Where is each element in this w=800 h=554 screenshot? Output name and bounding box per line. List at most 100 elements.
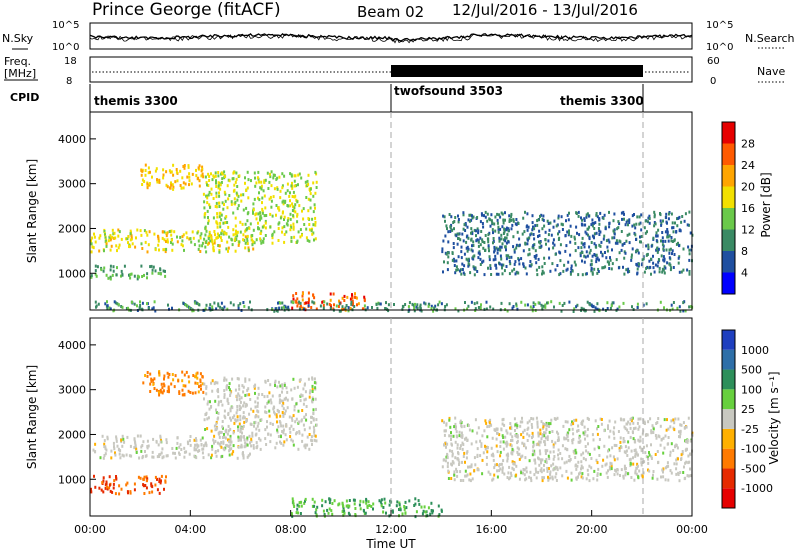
cell [464, 229, 467, 232]
cell [141, 169, 144, 173]
cell [516, 426, 519, 430]
cell [571, 420, 573, 424]
cell [623, 272, 626, 276]
cell [308, 426, 311, 430]
cell [546, 438, 549, 441]
cell [298, 431, 301, 435]
cell [129, 276, 132, 280]
cell [243, 438, 246, 442]
cell [192, 374, 195, 377]
cell [678, 255, 681, 259]
cell [474, 307, 477, 311]
cell [221, 425, 224, 429]
cell [611, 446, 614, 450]
cell [536, 425, 539, 429]
cell [160, 390, 163, 394]
cell [607, 469, 609, 473]
cell [677, 241, 679, 245]
cell [622, 265, 624, 269]
cell [283, 440, 286, 444]
cell [432, 509, 434, 513]
cell [629, 435, 632, 439]
cell [275, 415, 278, 419]
cell [119, 456, 122, 460]
cell [149, 265, 152, 269]
cell [214, 171, 217, 175]
cell [678, 430, 680, 434]
cell [120, 305, 123, 308]
cell [545, 421, 548, 425]
cell [182, 233, 185, 237]
cell [298, 504, 301, 508]
cell [217, 171, 220, 174]
cell [147, 444, 150, 448]
cell [416, 306, 419, 310]
cell [221, 420, 224, 423]
cell [568, 300, 571, 304]
cell [246, 242, 249, 246]
cell [647, 243, 650, 247]
cell [203, 213, 206, 217]
cell [297, 409, 300, 413]
cell [313, 296, 316, 300]
cell [629, 461, 632, 465]
cell [218, 435, 221, 439]
cell [550, 464, 553, 468]
cell [591, 222, 594, 225]
cell [290, 239, 293, 243]
cell [658, 258, 661, 262]
cell [459, 238, 462, 242]
cell [676, 446, 679, 450]
cell [545, 424, 548, 428]
cell [131, 300, 134, 304]
cell [159, 436, 162, 440]
cell [297, 447, 300, 451]
cell [554, 467, 557, 471]
cell [310, 306, 313, 309]
cell [430, 307, 433, 310]
cell [627, 223, 629, 227]
cell [513, 248, 516, 252]
cell [187, 389, 190, 393]
cell [471, 244, 473, 248]
cell [670, 419, 673, 423]
cell [141, 455, 144, 458]
cell [559, 243, 562, 247]
cell [677, 256, 680, 260]
cell [635, 466, 638, 470]
cell [299, 228, 302, 232]
cell [552, 443, 555, 447]
cell [440, 509, 443, 513]
cell [263, 194, 266, 198]
cell [580, 216, 582, 220]
cell [107, 239, 110, 243]
cell [462, 443, 465, 446]
cell [238, 240, 241, 244]
cell [112, 232, 115, 236]
cell [513, 417, 516, 421]
cell [200, 443, 203, 447]
cell [431, 511, 434, 515]
cell [523, 473, 526, 477]
cell [193, 438, 196, 442]
cell [456, 474, 459, 478]
cell [580, 453, 583, 457]
cell [301, 294, 304, 298]
cell [128, 273, 130, 277]
cell [611, 262, 614, 266]
cell [175, 168, 178, 171]
cell [245, 403, 248, 407]
cell [217, 244, 220, 247]
cell [538, 449, 541, 453]
cell [597, 267, 600, 271]
cell [651, 424, 654, 428]
cell [667, 478, 670, 482]
cell [659, 219, 662, 223]
cell [253, 171, 256, 175]
cell [186, 304, 189, 308]
cell [200, 169, 203, 173]
cell [196, 382, 199, 385]
cell [470, 227, 473, 231]
cell [413, 504, 416, 507]
cell [266, 401, 269, 405]
